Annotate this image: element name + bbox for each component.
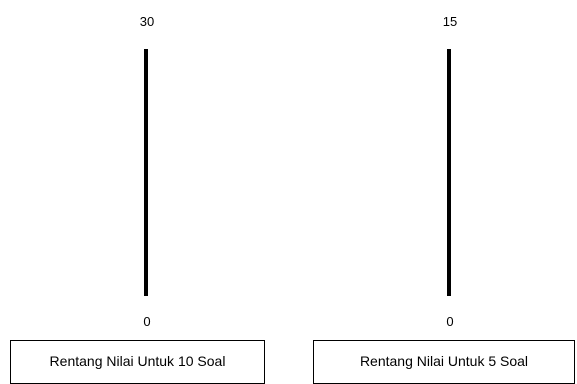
scale-caption: Rentang Nilai Untuk 5 Soal — [359, 353, 529, 369]
scale-vertical-line — [447, 49, 451, 296]
score-range-scale-10: 30 0 Rentang Nilai Untuk 10 Soal — [10, 0, 275, 384]
score-range-scale-5: 15 0 Rentang Nilai Untuk 5 Soal — [313, 0, 577, 384]
scale-caption: Rentang Nilai Untuk 10 Soal — [49, 353, 226, 369]
scale-max-label: 30 — [139, 14, 155, 29]
scale-min-label: 0 — [446, 314, 454, 329]
scale-caption-box: Rentang Nilai Untuk 5 Soal — [313, 340, 575, 384]
scale-caption-box: Rentang Nilai Untuk 10 Soal — [10, 340, 265, 384]
scale-min-label: 0 — [143, 314, 151, 329]
scale-max-label: 15 — [442, 14, 458, 29]
scale-vertical-line — [144, 49, 148, 296]
